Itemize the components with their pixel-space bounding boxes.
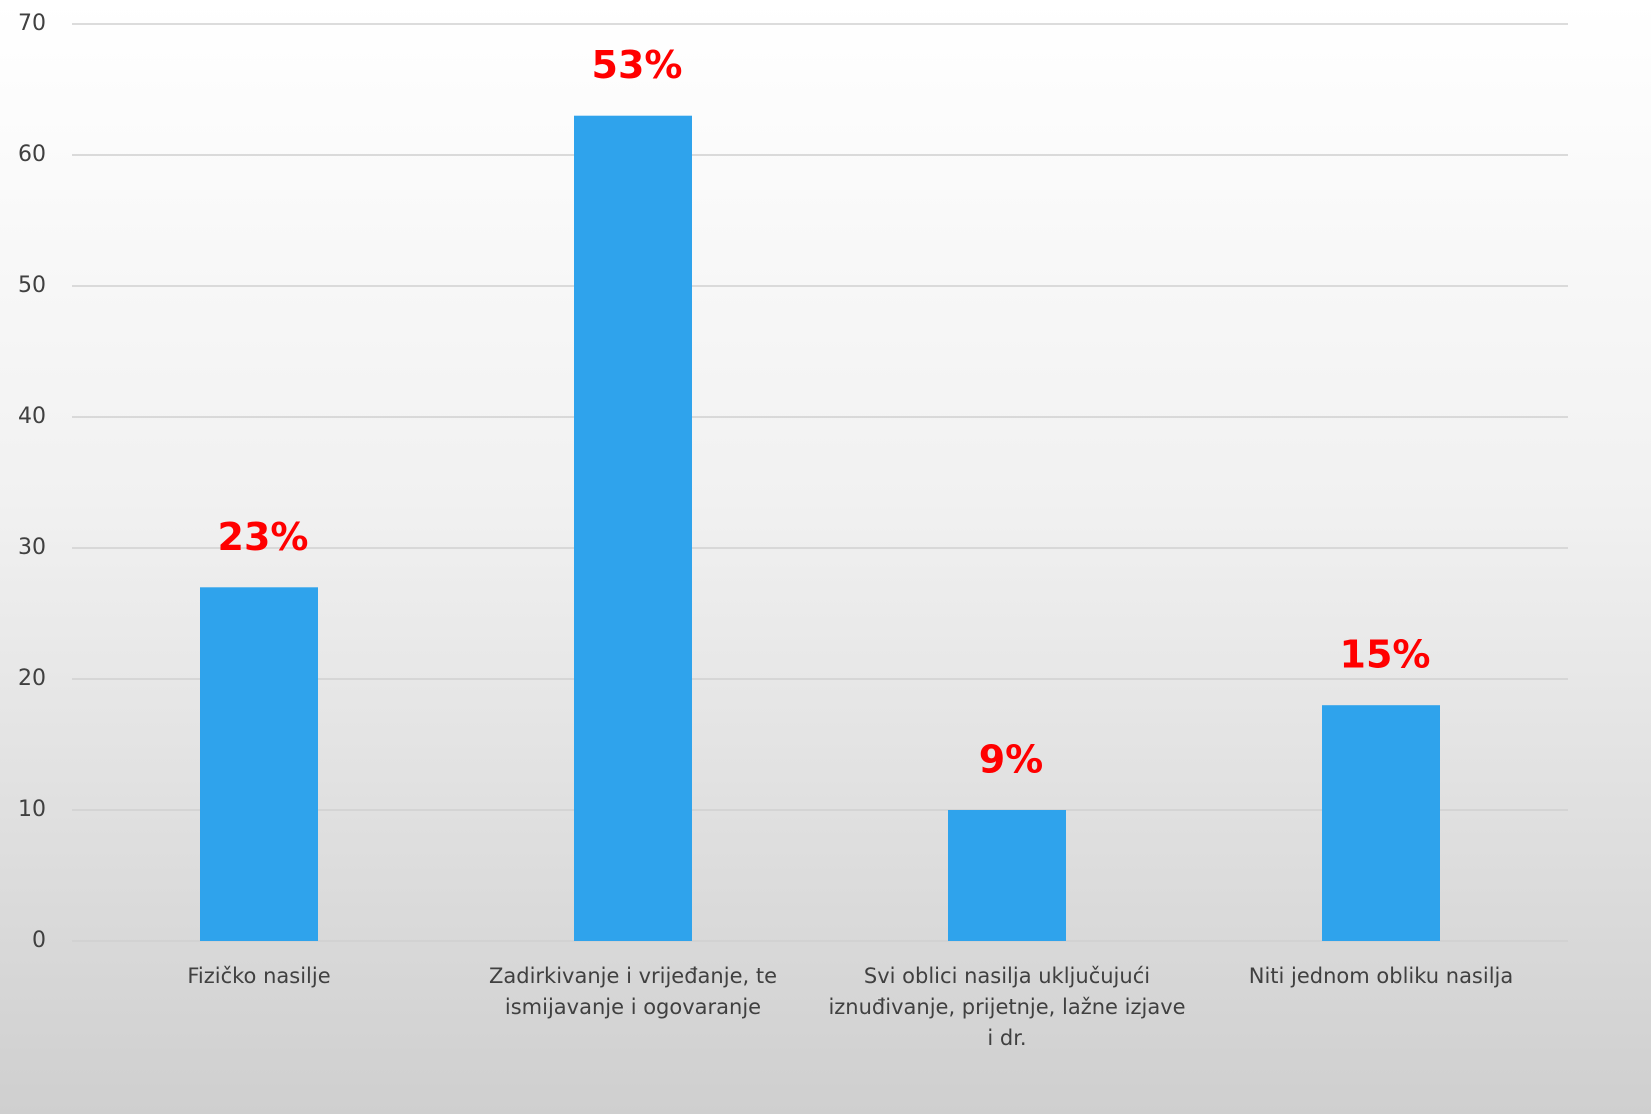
x-tick-label: Niti jednom obliku nasilja — [1248, 964, 1514, 988]
y-tick-label: 60 — [18, 142, 46, 167]
y-tick-label: 20 — [18, 666, 46, 691]
x-tick-label: Svi oblici nasilja uključujući iznuđivan… — [828, 964, 1186, 1050]
x-tick-label: Fizičko nasilje — [187, 964, 331, 988]
y-tick-label: 10 — [18, 797, 46, 822]
y-tick-label: 70 — [18, 11, 46, 36]
bar — [1322, 705, 1440, 941]
y-tick-label: 40 — [18, 404, 46, 429]
bar-annotation: 23% — [218, 515, 309, 559]
y-tick-label: 0 — [32, 928, 46, 953]
y-tick-label: 30 — [18, 535, 46, 560]
bar — [200, 587, 318, 941]
bar-annotation: 9% — [979, 738, 1044, 782]
bar — [948, 810, 1066, 941]
y-tick-label: 50 — [18, 273, 46, 298]
bar-annotation: 15% — [1340, 633, 1431, 677]
bar-annotation: 53% — [592, 43, 683, 87]
bar — [574, 115, 692, 941]
x-tick-label: Zadirkivanje i vrijeđanje, te ismijavanj… — [488, 964, 777, 1019]
